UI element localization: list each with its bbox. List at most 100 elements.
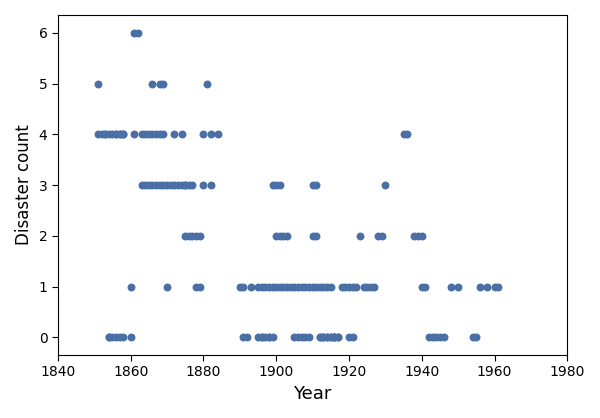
Point: [104, 334, 113, 341]
Point: [130, 29, 139, 36]
Point: [283, 232, 292, 239]
Point: [311, 283, 321, 290]
Point: [271, 182, 281, 189]
Point: [311, 232, 321, 239]
Point: [115, 131, 125, 138]
Point: [431, 334, 441, 341]
Point: [355, 232, 365, 239]
Point: [169, 131, 179, 138]
Point: [275, 182, 284, 189]
Point: [413, 232, 423, 239]
Point: [107, 131, 117, 138]
Point: [308, 283, 317, 290]
Point: [202, 80, 212, 87]
Point: [151, 131, 161, 138]
Point: [319, 334, 328, 341]
Point: [264, 334, 274, 341]
Point: [264, 283, 274, 290]
Point: [158, 80, 168, 87]
Point: [162, 182, 172, 189]
Point: [329, 334, 339, 341]
Point: [253, 283, 263, 290]
Point: [315, 334, 325, 341]
Point: [93, 80, 103, 87]
Point: [246, 283, 256, 290]
Point: [399, 131, 409, 138]
Point: [293, 334, 303, 341]
Point: [257, 334, 266, 341]
Point: [130, 131, 139, 138]
Point: [104, 131, 113, 138]
Point: [373, 232, 383, 239]
Point: [206, 131, 215, 138]
Point: [119, 334, 128, 341]
Point: [239, 334, 248, 341]
Point: [308, 182, 317, 189]
Point: [151, 182, 161, 189]
Point: [286, 283, 296, 290]
Point: [417, 232, 427, 239]
Point: [308, 232, 317, 239]
Point: [148, 80, 157, 87]
Point: [424, 334, 434, 341]
Point: [169, 182, 179, 189]
Point: [446, 283, 455, 290]
Point: [319, 334, 328, 341]
Point: [162, 283, 172, 290]
Point: [293, 283, 303, 290]
Point: [144, 182, 154, 189]
Point: [191, 232, 201, 239]
Point: [119, 131, 128, 138]
Point: [315, 283, 325, 290]
Point: [126, 283, 136, 290]
Point: [290, 334, 299, 341]
Point: [199, 182, 208, 189]
Point: [158, 131, 168, 138]
Point: [493, 283, 503, 290]
Point: [115, 334, 125, 341]
Point: [482, 283, 492, 290]
Point: [329, 334, 339, 341]
Point: [278, 283, 288, 290]
Point: [181, 182, 190, 189]
Point: [213, 131, 223, 138]
Point: [137, 182, 146, 189]
Point: [253, 334, 263, 341]
Point: [366, 283, 376, 290]
Point: [133, 29, 143, 36]
Point: [271, 283, 281, 290]
Point: [326, 334, 335, 341]
Point: [370, 283, 379, 290]
Point: [111, 131, 121, 138]
Point: [283, 283, 292, 290]
Point: [301, 334, 310, 341]
Point: [111, 334, 121, 341]
Point: [191, 283, 201, 290]
Point: [301, 283, 310, 290]
Point: [268, 334, 277, 341]
Point: [188, 232, 197, 239]
Point: [257, 283, 266, 290]
Point: [362, 283, 372, 290]
Point: [137, 131, 146, 138]
Point: [403, 131, 412, 138]
Point: [93, 131, 103, 138]
Point: [475, 283, 485, 290]
Point: [439, 334, 448, 341]
Point: [111, 131, 121, 138]
Point: [454, 283, 463, 290]
Point: [166, 182, 175, 189]
Point: [199, 131, 208, 138]
Point: [119, 131, 128, 138]
Point: [290, 283, 299, 290]
Point: [181, 182, 190, 189]
Point: [322, 283, 332, 290]
Point: [468, 334, 478, 341]
Point: [107, 334, 117, 341]
Point: [148, 131, 157, 138]
Point: [304, 334, 314, 341]
Point: [326, 283, 335, 290]
Point: [195, 232, 205, 239]
Point: [472, 334, 481, 341]
Point: [359, 283, 368, 290]
